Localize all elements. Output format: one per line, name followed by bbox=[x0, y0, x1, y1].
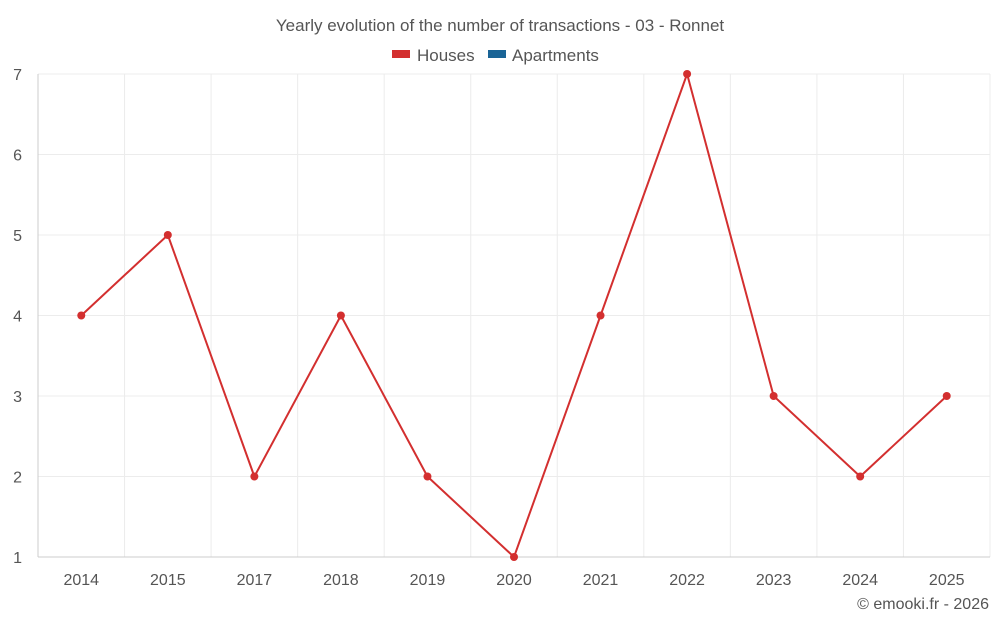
y-tick-label: 7 bbox=[13, 67, 22, 84]
data-point[interactable] bbox=[596, 311, 605, 320]
legend-label-apartments[interactable]: Apartments bbox=[512, 46, 599, 65]
axes: 1 2 3 4 5 6 7 2014 2015 2017 2018 2019 2020 2021 2022 2… bbox=[13, 67, 990, 589]
y-tick-label: 4 bbox=[13, 309, 22, 326]
x-tick-label: 2018 bbox=[323, 572, 359, 589]
x-tick-label: 2022 bbox=[669, 572, 705, 589]
x-tick-label: 2024 bbox=[842, 572, 878, 589]
data-point[interactable] bbox=[942, 392, 951, 400]
credit-text: © emooki.fr - 2026 bbox=[857, 596, 989, 613]
x-tick-label: 2025 bbox=[929, 572, 965, 589]
data-point[interactable] bbox=[856, 472, 865, 481]
x-tick-label: 2014 bbox=[63, 572, 99, 589]
plot-area bbox=[77, 70, 951, 561]
y-tick-label: 3 bbox=[13, 389, 22, 406]
x-tick-label: 2017 bbox=[237, 572, 273, 589]
legend: Houses Apartments bbox=[392, 46, 599, 65]
y-tick-label: 1 bbox=[13, 550, 22, 567]
data-point[interactable] bbox=[336, 311, 345, 320]
legend-label-houses[interactable]: Houses bbox=[417, 46, 475, 65]
grid bbox=[37, 73, 991, 557]
data-point[interactable] bbox=[510, 553, 518, 561]
data-point[interactable] bbox=[77, 311, 86, 320]
x-tick-label: 2020 bbox=[496, 572, 532, 589]
legend-swatch-apartments[interactable] bbox=[488, 50, 506, 58]
x-tick-label: 2021 bbox=[583, 572, 619, 589]
x-tick-label: 2019 bbox=[410, 572, 446, 589]
data-point[interactable] bbox=[769, 392, 778, 400]
y-tick-label: 6 bbox=[13, 148, 22, 165]
chart-title: Yearly evolution of the number of transa… bbox=[276, 16, 725, 35]
y-tick-label: 2 bbox=[13, 470, 22, 487]
x-tick-label: 2015 bbox=[150, 572, 186, 589]
data-point[interactable] bbox=[423, 472, 432, 481]
data-point[interactable] bbox=[163, 231, 172, 239]
data-point[interactable] bbox=[683, 70, 692, 78]
data-point[interactable] bbox=[250, 472, 259, 481]
x-tick-label: 2023 bbox=[756, 572, 792, 589]
legend-swatch-houses[interactable] bbox=[392, 50, 410, 58]
y-tick-label: 5 bbox=[13, 228, 22, 245]
